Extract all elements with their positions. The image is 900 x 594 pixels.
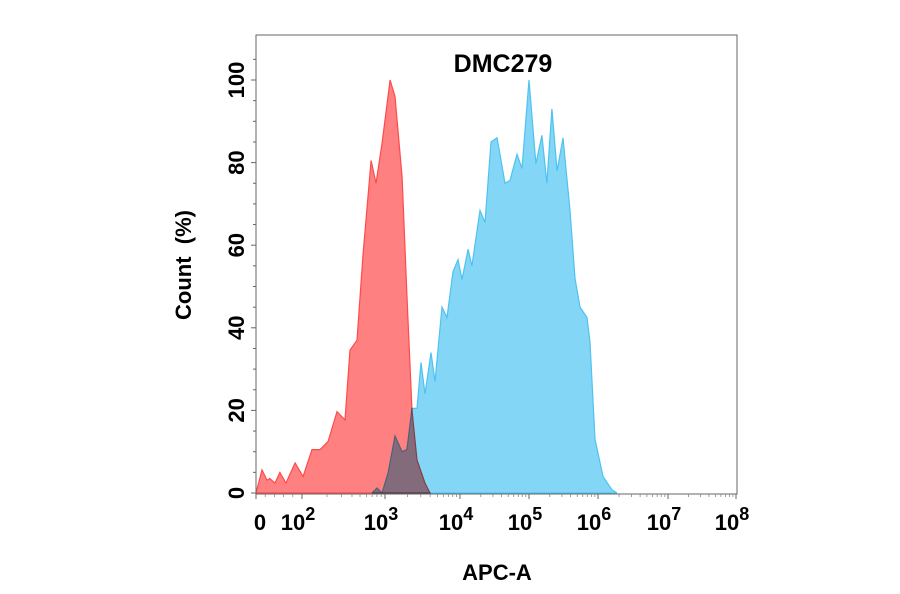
x-tick-label: 0 [254,510,266,535]
histogram-series-1 [255,79,431,494]
histogram-series-2 [371,79,618,495]
x-tick-label: 103 [364,504,399,535]
plot-area [255,79,618,495]
y-tick-label: 20 [224,398,249,422]
x-tick-label: 104 [439,504,474,535]
y-tick-label: 0 [224,487,249,499]
x-tick-label: 105 [508,504,543,535]
plot-frame [255,34,738,495]
x-tick-label: 108 [715,504,750,535]
x-tick-label: 106 [577,504,612,535]
x-tick-label: 107 [647,504,682,535]
y-axis: 0 20 40 60 80 100 [224,58,256,499]
y-tick-label: 80 [224,150,249,174]
x-axis-label: APC-A [462,560,532,585]
chart-title: DMC279 [454,50,553,78]
y-tick-label: 60 [224,233,249,257]
y-tick-label: 100 [224,62,249,99]
y-axis-label: Count (%) [171,210,196,320]
y-tick-label: 40 [224,316,249,340]
x-axis: 0 102 103 104 105 106 107 108 [254,494,749,535]
x-tick-label: 102 [281,504,316,535]
